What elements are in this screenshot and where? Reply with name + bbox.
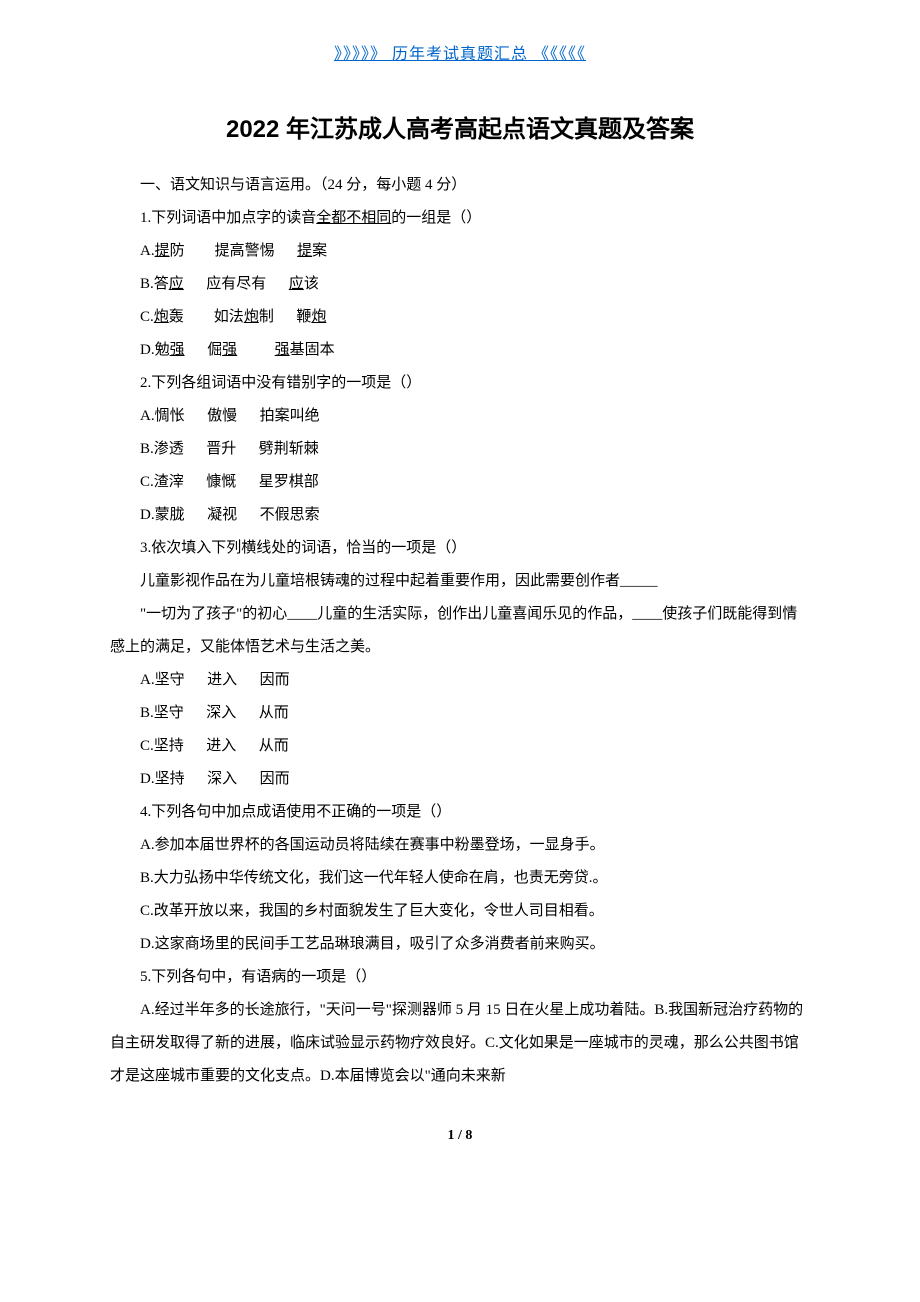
q2-option-d: D.蒙胧 凝视 不假思索 xyxy=(110,499,810,532)
q2-option-b: B.渗透 晋升 劈荆斩棘 xyxy=(110,433,810,466)
q4-option-c: C.改革开放以来，我国的乡村面貌发生了巨大变化，令世人司目相看。 xyxy=(110,895,810,928)
page-title: 2022 年江苏成人高考高起点语文真题及答案 xyxy=(110,109,810,144)
question-1: 1.下列词语中加点字的读音全都不相同的一组是（） xyxy=(110,202,810,235)
q3-option-a: A.坚守 进入 因而 xyxy=(110,664,810,697)
page-number: 1 / 8 xyxy=(110,1128,810,1144)
q3-para2: "一切为了孩子"的初心____儿童的生活实际，创作出儿童喜闻乐见的作品，____… xyxy=(110,598,810,664)
question-3: 3.依次填入下列横线处的词语，恰当的一项是（） xyxy=(110,532,810,565)
q1-suffix: 的一组是（） xyxy=(391,210,481,226)
q1-option-c: C.炮轰 如法炮制 鞭炮 xyxy=(110,301,810,334)
q4-option-b: B.大力弘扬中华传统文化，我们这一代年轻人使命在肩，也责无旁贷.。 xyxy=(110,862,810,895)
q1-option-d: D.勉强 倔强 强基固本 xyxy=(110,334,810,367)
q2-option-c: C.渣滓 慷慨 星罗棋部 xyxy=(110,466,810,499)
q1-prefix: 1.下列词语中加点字的读音 xyxy=(140,210,316,226)
question-5: 5.下列各句中，有语病的一项是（） xyxy=(110,961,810,994)
question-4: 4.下列各句中加点成语使用不正确的一项是（） xyxy=(110,796,810,829)
q4-option-a: A.参加本届世界杯的各国运动员将陆续在赛事中粉墨登场，一显身手。 xyxy=(110,829,810,862)
q1-option-b: B.答应 应有尽有 应该 xyxy=(110,268,810,301)
q3-option-b: B.坚守 深入 从而 xyxy=(110,697,810,730)
q3-option-d: D.坚持 深入 因而 xyxy=(110,763,810,796)
section-header: 一、语文知识与语言运用。（24 分，每小题 4 分） xyxy=(110,169,810,202)
q3-option-c: C.坚持 进入 从而 xyxy=(110,730,810,763)
question-2: 2.下列各组词语中没有错别字的一项是（） xyxy=(110,367,810,400)
q3-para1: 儿童影视作品在为儿童培根铸魂的过程中起着重要作用，因此需要创作者_____ xyxy=(110,565,810,598)
q5-para: A.经过半年多的长途旅行，"天问一号"探测器师 5 月 15 日在火星上成功着陆… xyxy=(110,994,810,1093)
q1-underlined: 全都不相同 xyxy=(316,210,391,226)
q4-option-d: D.这家商场里的民间手工艺品琳琅满目，吸引了众多消费者前来购买。 xyxy=(110,928,810,961)
header-link[interactable]: 》》》》》 历年考试真题汇总 《《《《《 xyxy=(110,40,810,64)
q2-option-a: A.惆怅 傲慢 拍案叫绝 xyxy=(110,400,810,433)
q1-option-a: A.提防 提高警惕 提案 xyxy=(110,235,810,268)
